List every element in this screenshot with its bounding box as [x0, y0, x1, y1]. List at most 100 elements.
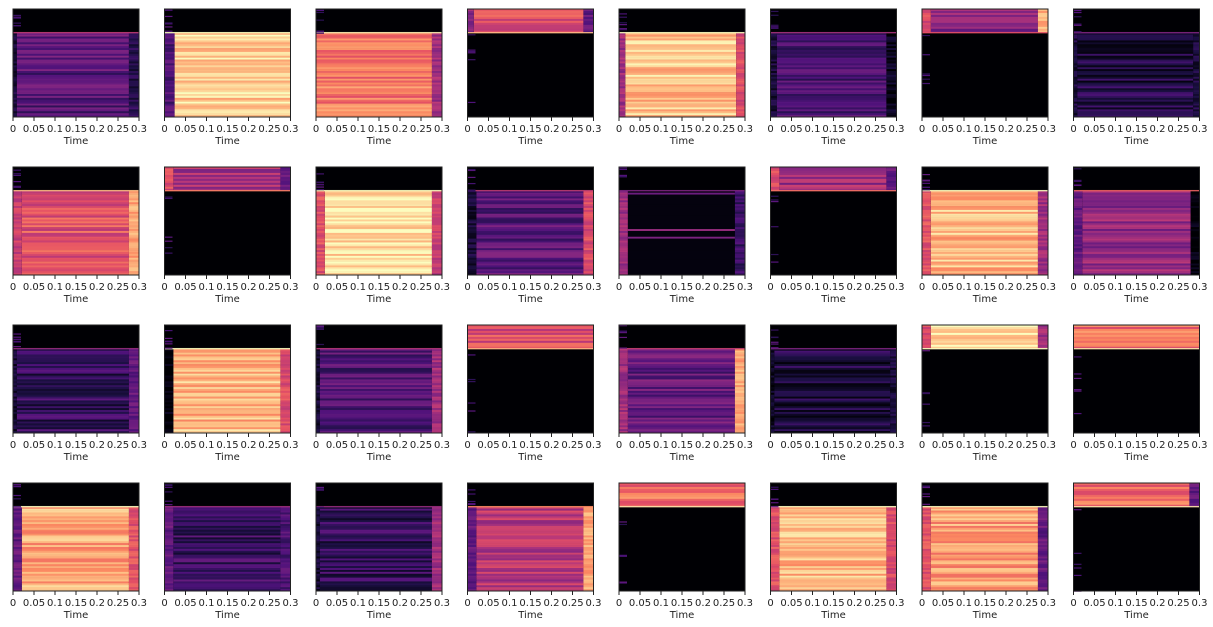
- spectrogram-edge-left: [467, 573, 477, 576]
- spectrogram-edge-right: [128, 392, 139, 396]
- spectrogram-edge-right: [128, 406, 139, 409]
- spectrogram-edge-right: [128, 556, 139, 559]
- spectrogram-edge-left: [1073, 48, 1078, 51]
- spectrogram-band: [774, 398, 891, 401]
- spectrogram-edge-right: [583, 16, 594, 20]
- spectrogram-edge-right: [886, 170, 897, 174]
- x-axis-label: Time: [214, 610, 239, 621]
- spectrogram-edge-right: [280, 396, 291, 399]
- spectrogram-edge-left: [13, 581, 22, 584]
- spectrogram-edge-right: [583, 219, 594, 222]
- spectrogram-band: [319, 377, 432, 380]
- x-tick-label: 0.05: [932, 598, 954, 609]
- spectrogram-edge-left: [922, 265, 931, 268]
- spectrogram-edge-left: [770, 398, 775, 401]
- spectrogram-edge-left: [13, 552, 22, 555]
- spectrogram-edge-right: [128, 94, 139, 97]
- spectrogram-edge-right: [431, 257, 442, 260]
- spectrogram-edge-right: [1037, 566, 1048, 569]
- spectrogram-edge-right: [128, 57, 139, 60]
- spectrogram-edge-right: [734, 350, 745, 353]
- spectrogram-edge-right: [1193, 65, 1200, 68]
- spectrogram-edge-left: [13, 82, 17, 85]
- spectrogram-edge-right: [736, 44, 745, 47]
- spectrogram-band: [776, 76, 887, 80]
- spectrogram-edge-left: [922, 556, 931, 559]
- spectrogram-band: [16, 406, 129, 409]
- x-tick-label: 0.15: [368, 282, 390, 293]
- spectrogram-edge-left: [619, 194, 628, 197]
- spectrogram-edge-left: [467, 252, 477, 255]
- spectrogram-band: [774, 360, 891, 363]
- x-tick-label: 0.05: [629, 440, 651, 451]
- spectrogram-edge-left: [13, 388, 17, 392]
- spectrogram-band: [319, 529, 432, 532]
- spectrogram-band: [173, 182, 281, 186]
- spectrogram-band: [173, 360, 281, 363]
- spectrogram-edge-right: [128, 215, 139, 218]
- faint-band: [467, 431, 476, 433]
- spectrogram-band: [1082, 225, 1191, 228]
- spectrogram-edge-left: [13, 579, 22, 582]
- spectrogram-band: [16, 113, 129, 116]
- spectrogram-band: [173, 568, 281, 571]
- spectrogram-edge-right: [128, 587, 139, 590]
- spectrogram-edge-right: [280, 411, 291, 415]
- spectrogram-band: [21, 261, 129, 264]
- spectrogram-band: [476, 236, 584, 239]
- spectrogram-edge-left: [770, 38, 777, 41]
- spectrogram-edge-left: [316, 575, 320, 578]
- spectrogram-band: [21, 566, 129, 569]
- spectrogram-edge-right: [886, 78, 897, 81]
- spectrogram-edge-left: [13, 410, 17, 413]
- spectrogram-band: [319, 421, 432, 424]
- spectrogram-edge-left: [1073, 76, 1078, 80]
- spectrogram-edge-right: [128, 80, 139, 83]
- spectrogram-edge-left: [13, 88, 17, 91]
- spectrogram-edge-right: [128, 88, 139, 91]
- spectrogram-band: [627, 402, 735, 405]
- spectrogram-edge-right: [736, 38, 745, 41]
- spectrogram-edge-right: [431, 516, 442, 519]
- spectrogram-edge-left: [619, 40, 626, 43]
- spectrogram-band: [316, 99, 432, 102]
- x-tick-label: 0.1: [47, 124, 63, 135]
- spectrogram-edge-right: [734, 194, 745, 197]
- spectrogram-edge-right: [128, 423, 139, 426]
- x-tick-label: 0.25: [864, 440, 886, 451]
- faint-band: [1073, 509, 1082, 511]
- spectrogram-band: [173, 352, 281, 355]
- x-tick-label: 0.15: [65, 124, 87, 135]
- spectrogram-edge-right: [280, 431, 291, 434]
- x-tick-label: 0.25: [1016, 124, 1038, 135]
- spectrogram-edge-left: [164, 398, 174, 401]
- spectrogram-edge-right: [431, 95, 442, 99]
- spectrogram-band: [627, 200, 735, 203]
- spectrogram-band: [173, 518, 281, 521]
- x-tick-label: 0.15: [1125, 282, 1147, 293]
- spectrogram-band: [779, 589, 887, 592]
- spectrogram-edge-right: [431, 518, 442, 521]
- spectrogram-edge-left: [770, 90, 777, 93]
- spectrogram-band: [627, 259, 735, 262]
- spectrogram-edge-right: [431, 248, 442, 251]
- x-tick-label: 0.25: [1016, 282, 1038, 293]
- spectrogram-band: [627, 404, 735, 407]
- spectrogram-edge-left: [164, 508, 174, 511]
- spectrogram-edge-right: [280, 172, 291, 176]
- x-axis-label: Time: [517, 610, 542, 621]
- spectrogram-edge-right: [1037, 265, 1048, 268]
- spectrogram-edge-right: [1037, 261, 1048, 264]
- spectrogram-band: [476, 543, 584, 546]
- spectrogram-band: [1073, 500, 1190, 504]
- spectrogram-edge-left: [1073, 57, 1078, 60]
- spectrogram-edge-left: [619, 97, 626, 101]
- spectrogram-edge-right: [1037, 589, 1048, 592]
- faint-band: [13, 333, 21, 335]
- spectrogram-band: [21, 558, 129, 561]
- spectrogram-band: [930, 552, 1038, 555]
- spectrogram-band: [625, 84, 737, 87]
- spectrogram-edge-right: [886, 188, 897, 192]
